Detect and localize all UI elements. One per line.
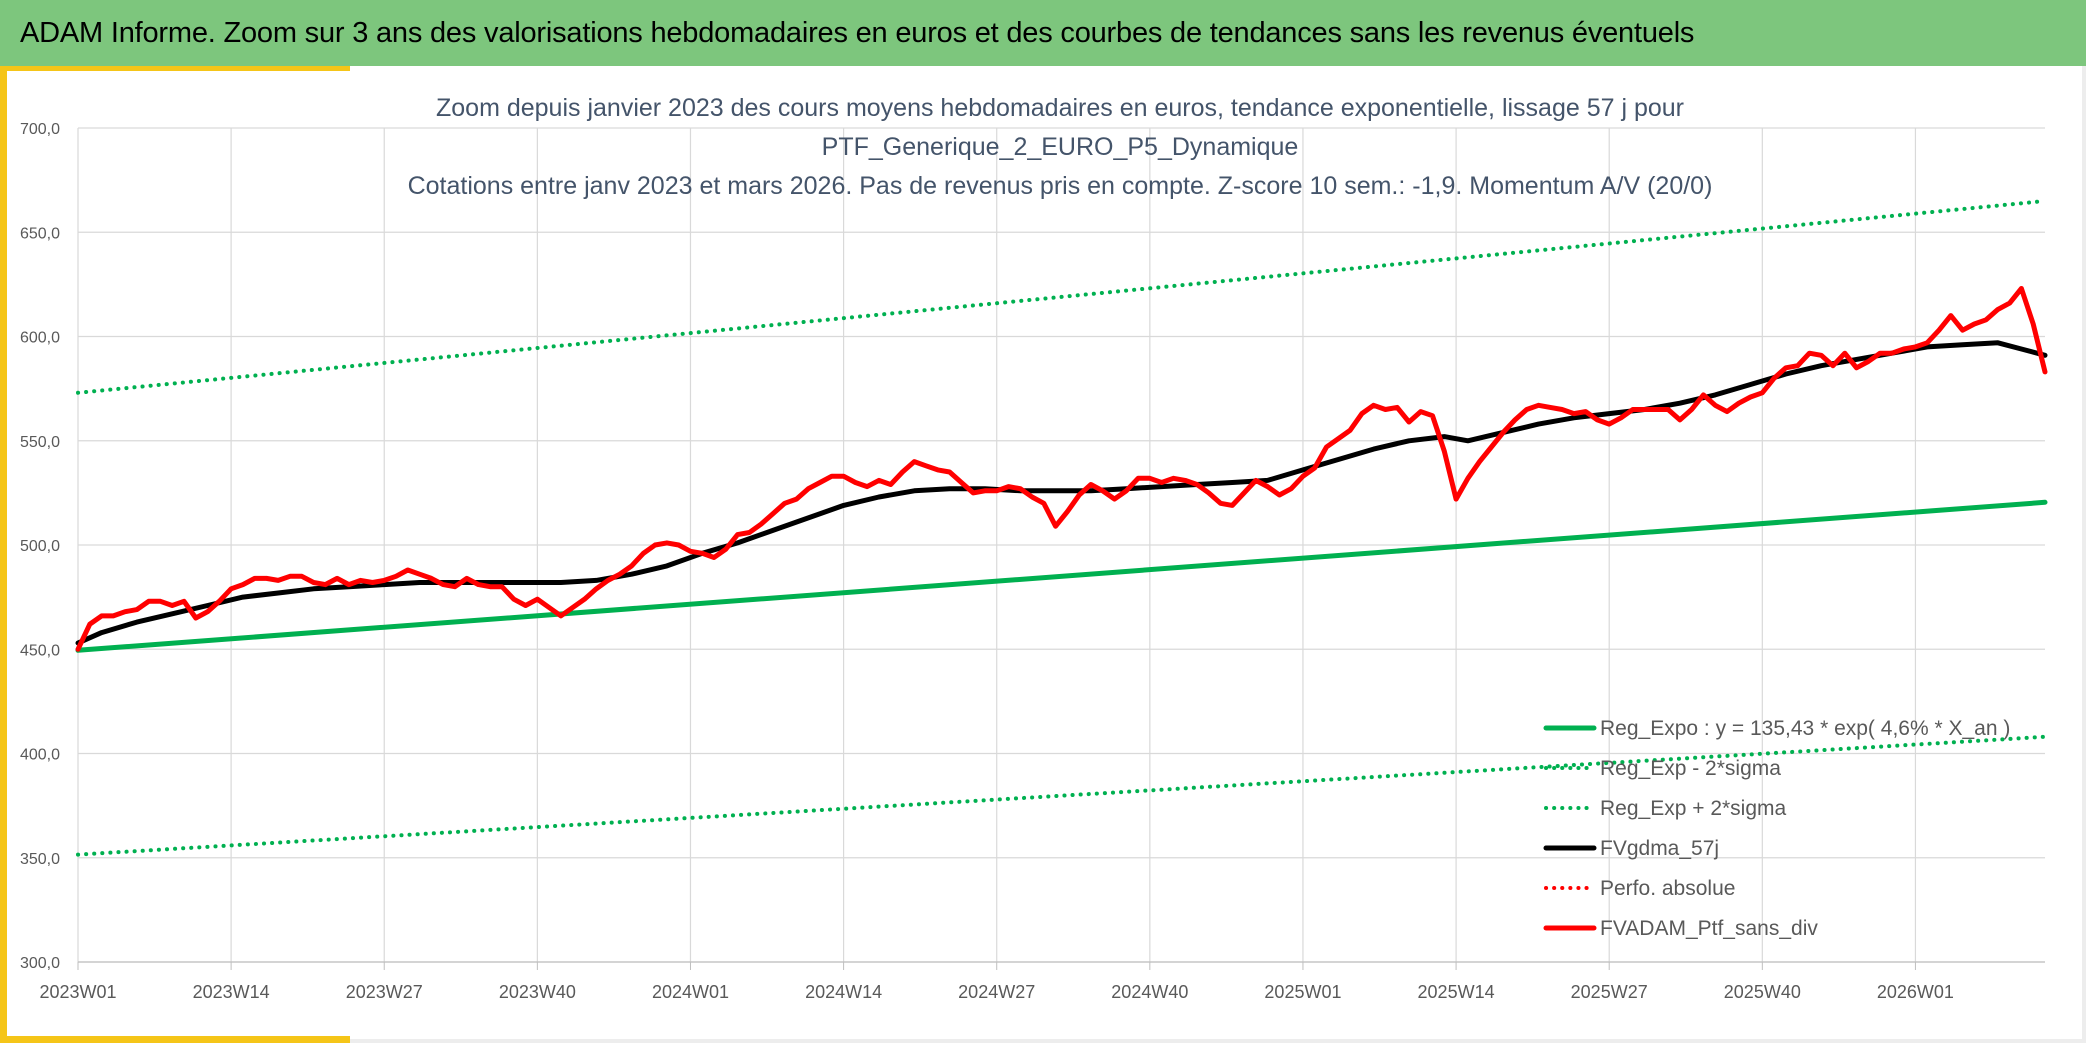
x-tick-label: 2023W40	[499, 982, 576, 1002]
frame-left-border	[0, 66, 7, 1043]
x-tick-label: 2023W14	[193, 982, 270, 1002]
x-tick-label: 2023W01	[39, 982, 116, 1002]
chart-title: Zoom depuis janvier 2023 des cours moyen…	[408, 94, 1713, 200]
chart-title-line: Zoom depuis janvier 2023 des cours moyen…	[436, 94, 1684, 122]
grid-layer	[77, 127, 2045, 963]
series-line-reg-exp-2-sigma	[76, 734, 2047, 857]
y-tick-label: 450,0	[20, 642, 60, 659]
y-tick-label: 400,0	[20, 747, 60, 764]
legend-label: Perfo. absolue	[1600, 877, 1735, 900]
y-tick-label: 650,0	[20, 225, 60, 242]
legend-label: Reg_Expo : y = 135,43 * exp( 4,6% * X_an…	[1600, 717, 2010, 740]
legend-label: Reg_Exp + 2*sigma	[1600, 797, 1787, 820]
frame-bottom-accent	[0, 1036, 350, 1043]
x-tick-label: 2023W27	[346, 982, 423, 1002]
y-tick-label: 550,0	[20, 434, 60, 451]
y-tick-label: 300,0	[20, 955, 60, 972]
legend: Reg_Expo : y = 135,43 * exp( 4,6% * X_an…	[1543, 717, 2010, 940]
x-axis: 2023W01 2023W14 2023W27 2023W40 2024W01 2024W…	[39, 961, 2045, 1002]
series-line-reg-expo-y-135-43-exp-4-6-x-an	[75, 499, 2048, 653]
y-axis: 300,0 350,0 400,0 450,0 500,0 550,0 600,0 650,0…	[20, 121, 60, 972]
y-tick-label: 500,0	[20, 538, 60, 555]
series-layer	[75, 199, 2048, 857]
x-tick-label: 2024W01	[652, 982, 729, 1002]
y-tick-label: 700,0	[20, 121, 60, 138]
x-tick-label: 2025W40	[1724, 982, 1801, 1002]
legend-label: Reg_Exp - 2*sigma	[1600, 757, 1781, 780]
chart-title-line: PTF_Generique_2_EURO_P5_Dynamique	[822, 133, 1299, 161]
header-banner: ADAM Informe. Zoom sur 3 ans des valoris…	[0, 0, 2086, 66]
legend-label: FVgdma_57j	[1600, 837, 1719, 860]
series-line-reg-exp-2-sigma	[76, 199, 2047, 395]
x-tick-label: 2026W01	[1877, 982, 1954, 1002]
x-tick-label: 2024W40	[1111, 982, 1188, 1002]
frame-top-accent	[0, 66, 350, 71]
y-tick-label: 600,0	[20, 330, 60, 347]
series-line-fvgdma-57j	[75, 340, 2048, 646]
frame-bottom-border	[350, 1039, 2086, 1043]
chart-title-line: Cotations entre janv 2023 et mars 2026. …	[408, 172, 1713, 200]
y-tick-label: 350,0	[20, 851, 60, 868]
x-tick-label: 2025W27	[1571, 982, 1648, 1002]
x-tick-label: 2025W14	[1418, 982, 1495, 1002]
x-tick-label: 2024W27	[958, 982, 1035, 1002]
series-line-fvadam-ptf-sans-div	[75, 286, 2048, 652]
x-tick-label: 2025W01	[1264, 982, 1341, 1002]
legend-label: FVADAM_Ptf_sans_div	[1600, 917, 1818, 940]
header-title: ADAM Informe. Zoom sur 3 ans des valoris…	[20, 16, 1695, 49]
x-tick-label: 2024W14	[805, 982, 882, 1002]
frame-right-border	[2082, 66, 2086, 1043]
